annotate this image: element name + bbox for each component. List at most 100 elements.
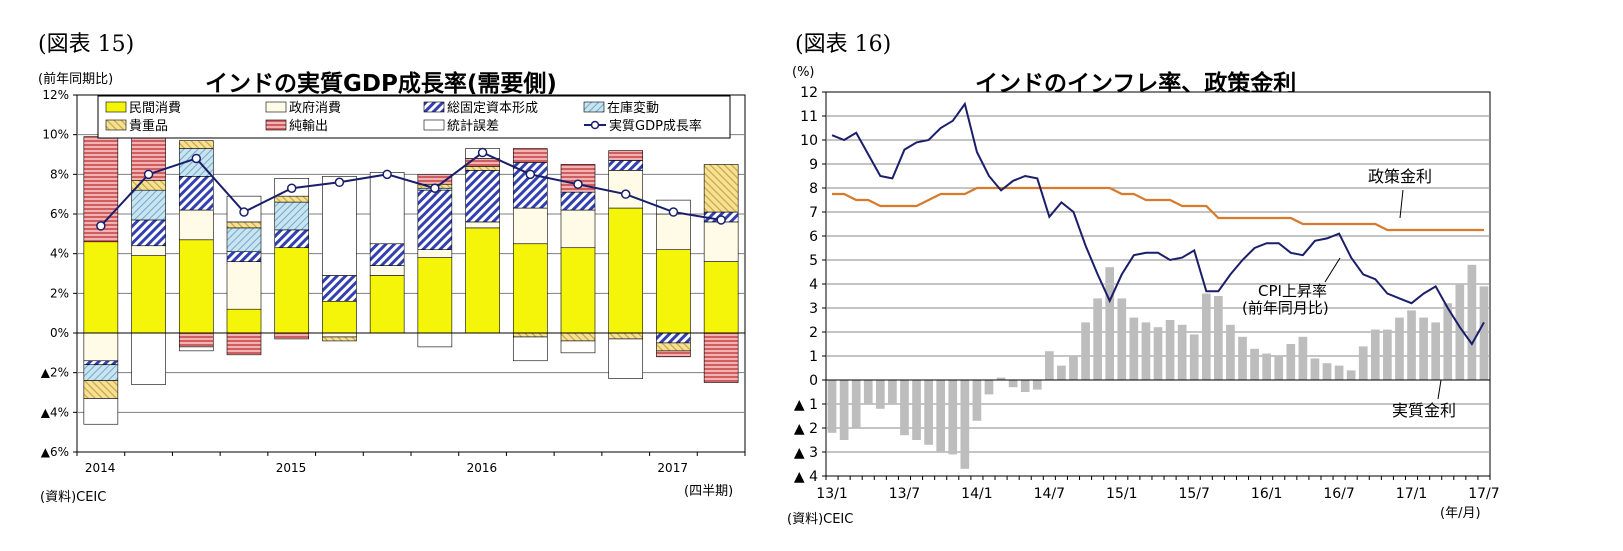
right-real-rate-bar <box>1105 267 1115 380</box>
left-bar-segment <box>656 342 691 352</box>
left-bar-segment <box>178 239 214 334</box>
right-real-rate-bar <box>1443 303 1453 380</box>
left-bar-segment <box>417 257 453 334</box>
left-gdp-point <box>573 179 583 189</box>
left-bar-segment <box>703 221 739 262</box>
right-x-tick-label: 17/1 <box>1396 486 1427 502</box>
right-y-tick-label: ▲ 2 <box>794 421 818 437</box>
right-real-rate-bar <box>984 380 994 395</box>
left-legend-label: 在庫変動 <box>607 100 659 116</box>
left-legend-swatch <box>265 119 287 131</box>
left-bar-segment <box>178 176 214 211</box>
left-bar-segment <box>83 364 119 381</box>
left-gdp-line <box>100 151 722 227</box>
right-real-rate-bar <box>1250 348 1259 380</box>
left-y-tick-label: ▲2% <box>41 366 69 380</box>
left-bar-segment <box>322 336 357 342</box>
right-real-rate-bar <box>1370 329 1380 380</box>
left-bar-segment <box>417 249 453 258</box>
left-bar-segment <box>274 195 310 203</box>
left-bar-segment <box>608 338 644 379</box>
right-y-tick-label: 11 <box>800 109 818 125</box>
left-gdp-point <box>525 169 536 180</box>
left-bar-segment <box>656 350 691 358</box>
left-bar-segment <box>369 275 405 334</box>
left-bar-segment <box>608 170 644 209</box>
right-y-tick-label: 12 <box>800 85 818 101</box>
left-unit-label: (前年同期比) <box>38 72 114 87</box>
left-bar-segment <box>560 332 596 342</box>
right-real-rate-bar <box>1238 336 1247 380</box>
right-real-rate-bar <box>948 380 958 455</box>
right-real-rate-bar <box>924 380 933 445</box>
right-y-tick-label: 4 <box>809 277 818 293</box>
left-source: (資料)CEIC <box>40 490 107 505</box>
left-bar-segment <box>512 243 548 334</box>
left-y-tick-label: 0% <box>50 326 69 340</box>
left-legend-label: 総固定資本形成 <box>447 101 538 116</box>
left-bar-segment <box>226 221 262 229</box>
right-real-rate-bar <box>1189 334 1199 380</box>
left-bar-segment <box>83 332 119 362</box>
right-annotation-policy-pointer <box>1399 189 1404 219</box>
left-legend-swatch <box>583 101 605 113</box>
left-legend-label: 貴重品 <box>129 118 168 134</box>
left-y-tick-label: 10% <box>42 128 69 142</box>
right-x-tick-label: 14/1 <box>961 486 992 502</box>
right-real-rate-bar <box>1322 363 1332 380</box>
left-gdp-point <box>620 189 631 199</box>
left-gdp-point <box>334 177 345 188</box>
right-real-rate-bar <box>900 380 909 436</box>
right-x-tick-label: 17/7 <box>1468 486 1499 502</box>
right-real-rate-bar <box>1467 264 1477 380</box>
left-y-tick-label: 6% <box>50 207 69 221</box>
left-bar-segment <box>465 227 500 334</box>
left-bar-segment <box>274 201 310 231</box>
left-legend-label: 政府消費 <box>289 101 341 116</box>
left-legend-swatch <box>105 119 127 131</box>
left-bar-segment <box>703 261 739 334</box>
right-real-rate-bar <box>1226 324 1235 380</box>
left-gdp-point <box>430 183 440 193</box>
right-real-rate-bar <box>972 380 982 421</box>
left-y-tick-label: 8% <box>50 167 69 181</box>
right-x-tick-label: 16/1 <box>1251 486 1282 502</box>
left-bar-segment <box>178 140 214 149</box>
right-real-rate-bar <box>936 380 946 452</box>
right-x-tick-label: 16/7 <box>1323 486 1354 502</box>
left-bar-segment <box>465 170 500 223</box>
right-y-tick-label: ▲ 4 <box>794 469 818 485</box>
left-gdp-point <box>716 215 726 225</box>
right-annotation-real-pointer <box>1437 379 1442 400</box>
left-legend-swatch <box>423 101 445 113</box>
right-y-tick-label: 5 <box>809 253 818 269</box>
right-real-rate-bar <box>1431 322 1441 380</box>
right-real-rate-bar <box>1334 365 1344 380</box>
right-x-tick-label: 15/7 <box>1178 486 1209 502</box>
left-legend-line-marker <box>590 120 600 130</box>
right-y-tick-label: 8 <box>809 181 818 197</box>
right-real-rate-bar <box>1214 296 1223 380</box>
left-bar-segment <box>560 209 596 249</box>
left-bar-segment <box>703 164 739 213</box>
right-real-rate-bar <box>996 377 1006 380</box>
right-real-rate-bar <box>1262 353 1272 380</box>
left-bar-segment <box>178 209 214 241</box>
right-real-rate-bar <box>1081 322 1090 380</box>
left-y-tick-label: ▲6% <box>41 445 69 459</box>
left-legend-label: 純輸出 <box>289 119 328 134</box>
right-real-rate-bar <box>1419 317 1428 380</box>
left-gdp-point <box>191 153 202 164</box>
left-gdp-point <box>286 183 297 193</box>
left-bar-segment <box>83 360 119 366</box>
left-bar-segment <box>512 332 548 338</box>
left-legend-swatch <box>105 101 127 113</box>
right-real-rate-bar <box>1165 320 1175 380</box>
right-y-tick-label: ▲ 3 <box>794 445 818 461</box>
left-bar-segment <box>512 207 548 245</box>
right-y-tick-label: 2 <box>809 325 818 341</box>
left-bar-segment <box>131 219 166 247</box>
right-y-tick-label: 9 <box>809 157 818 173</box>
left-plot-frame <box>76 94 746 453</box>
left-bar-segment <box>560 247 596 334</box>
